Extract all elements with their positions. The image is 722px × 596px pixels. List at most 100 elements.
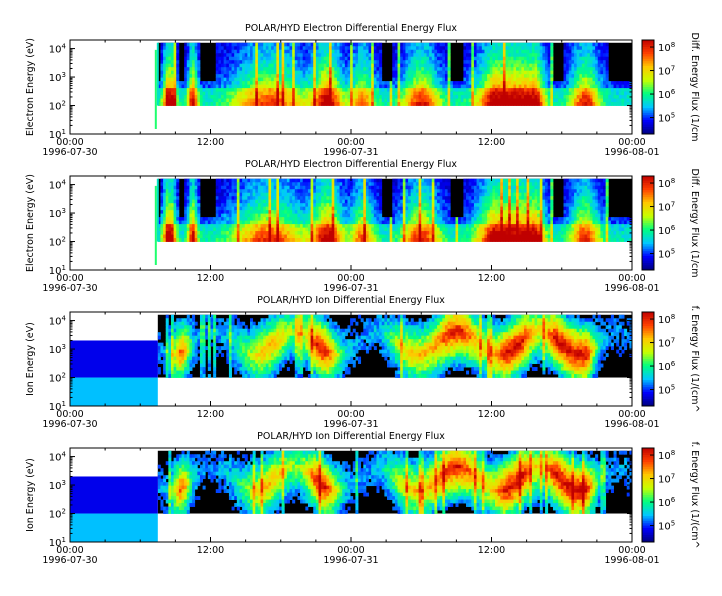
spectrogram-cell (189, 74, 192, 78)
spectrogram-cell (369, 46, 372, 50)
spectrogram-cell (268, 203, 271, 207)
spectrogram-cell (292, 221, 295, 225)
spectrogram-cell (550, 81, 553, 85)
colorbar-cell (642, 42, 654, 45)
spectrogram-cell (429, 224, 432, 228)
spectrogram-cell (495, 74, 498, 78)
spectrogram-cell (369, 221, 372, 225)
spectrogram-cell (440, 210, 443, 214)
spectrogram-cell (432, 238, 435, 242)
spectrogram-cell (166, 67, 169, 71)
spectrogram-cell (271, 193, 274, 197)
spectrogram-cell (329, 50, 332, 54)
spectrogram-cell (392, 238, 395, 242)
spectrogram-cell (506, 50, 509, 54)
spectrogram-cell (324, 46, 327, 50)
spectrogram-cell (363, 210, 366, 214)
spectrogram-cell (253, 182, 256, 186)
spectrogram-cell (174, 102, 177, 106)
spectrogram-cell (466, 99, 469, 103)
spectrogram-cell (437, 238, 440, 242)
spectrogram-cell (245, 217, 248, 221)
spectrogram-cell (274, 95, 277, 99)
spectrogram-cell (189, 221, 192, 225)
spectrogram-cell (448, 99, 451, 103)
spectrogram-cell (513, 43, 516, 47)
spectrogram-cell (392, 71, 395, 75)
spectrogram-cell (279, 71, 282, 75)
spectrogram-cell (266, 207, 269, 211)
spectrogram-cell (297, 46, 300, 50)
spectrogram-cell (218, 203, 221, 207)
spectrogram-cell (263, 221, 266, 225)
spectrogram-cell (471, 74, 474, 78)
spectrogram-cell (513, 95, 516, 99)
spectrogram-cell (419, 60, 422, 64)
spectrogram-cell (189, 200, 192, 204)
spectrogram-cell (203, 238, 206, 242)
spectrogram-cell (253, 95, 256, 99)
spectrogram-cell (579, 81, 582, 85)
spectrogram-cell (192, 203, 195, 207)
spectrogram-cell (229, 235, 232, 239)
spectrogram-cell (432, 60, 435, 64)
spectrogram-cell (487, 95, 490, 99)
spectrogram-cell (284, 88, 287, 92)
spectrogram-cell (319, 95, 322, 99)
spectrogram-cell (324, 228, 327, 232)
spectrogram-cell (355, 102, 358, 106)
spectrogram-cell (395, 102, 398, 106)
spectrogram-cell (535, 88, 538, 92)
spectrogram-cell (176, 196, 179, 200)
spectrogram-cell (548, 43, 551, 47)
spectrogram-cell (434, 71, 437, 75)
spectrogram-cell (340, 231, 343, 235)
spectrogram-cell (440, 88, 443, 92)
spectrogram-cell (171, 67, 174, 71)
spectrogram-cell (332, 224, 335, 228)
spectrogram-cell (250, 221, 253, 225)
spectrogram-cell (234, 102, 237, 106)
spectrogram-cell (600, 78, 603, 82)
spectrogram-cell (587, 46, 590, 50)
spectrogram-cell (197, 78, 200, 82)
spectrogram-cell (427, 186, 430, 190)
spectrogram-cell (371, 81, 374, 85)
spectrogram-cell (200, 81, 203, 85)
spectrogram-cell (413, 200, 416, 204)
spectrogram-cell (303, 196, 306, 200)
spectrogram-cell (442, 228, 445, 232)
spectrogram-cell (337, 207, 340, 211)
spectrogram-cell (524, 67, 527, 71)
spectrogram-cell (268, 182, 271, 186)
spectrogram-cell (416, 43, 419, 47)
spectrogram-cell (216, 193, 219, 197)
spectrogram-cell (463, 64, 466, 68)
spectrogram-cell (374, 231, 377, 235)
spectrogram-cell (195, 231, 198, 235)
spectrogram-cell (287, 88, 290, 92)
spectrogram-cell (561, 92, 564, 96)
spectrogram-cell (577, 78, 580, 82)
spectrogram-cell (313, 200, 316, 204)
spectrogram-cell (524, 64, 527, 68)
spectrogram-cell (437, 74, 440, 78)
spectrogram-cell (432, 57, 435, 61)
spectrogram-cell (516, 102, 519, 106)
spectrogram-cell (466, 193, 469, 197)
spectrogram-cell (416, 224, 419, 228)
spectrogram-cell (616, 81, 619, 85)
spectrogram-cell (245, 235, 248, 239)
spectrogram-cell (340, 67, 343, 71)
spectrogram-cell (255, 228, 258, 232)
spectrogram-cell (187, 74, 190, 78)
spectrogram-cell (548, 67, 551, 71)
spectrogram-cell (166, 85, 169, 89)
spectrogram-cell (432, 203, 435, 207)
spectrogram-cell (353, 95, 356, 99)
spectrogram-cell (247, 186, 250, 190)
spectrogram-cell (529, 78, 532, 82)
spectrogram-cell (363, 179, 366, 183)
spectrogram-cell (405, 235, 408, 239)
spectrogram-cell (160, 57, 163, 61)
